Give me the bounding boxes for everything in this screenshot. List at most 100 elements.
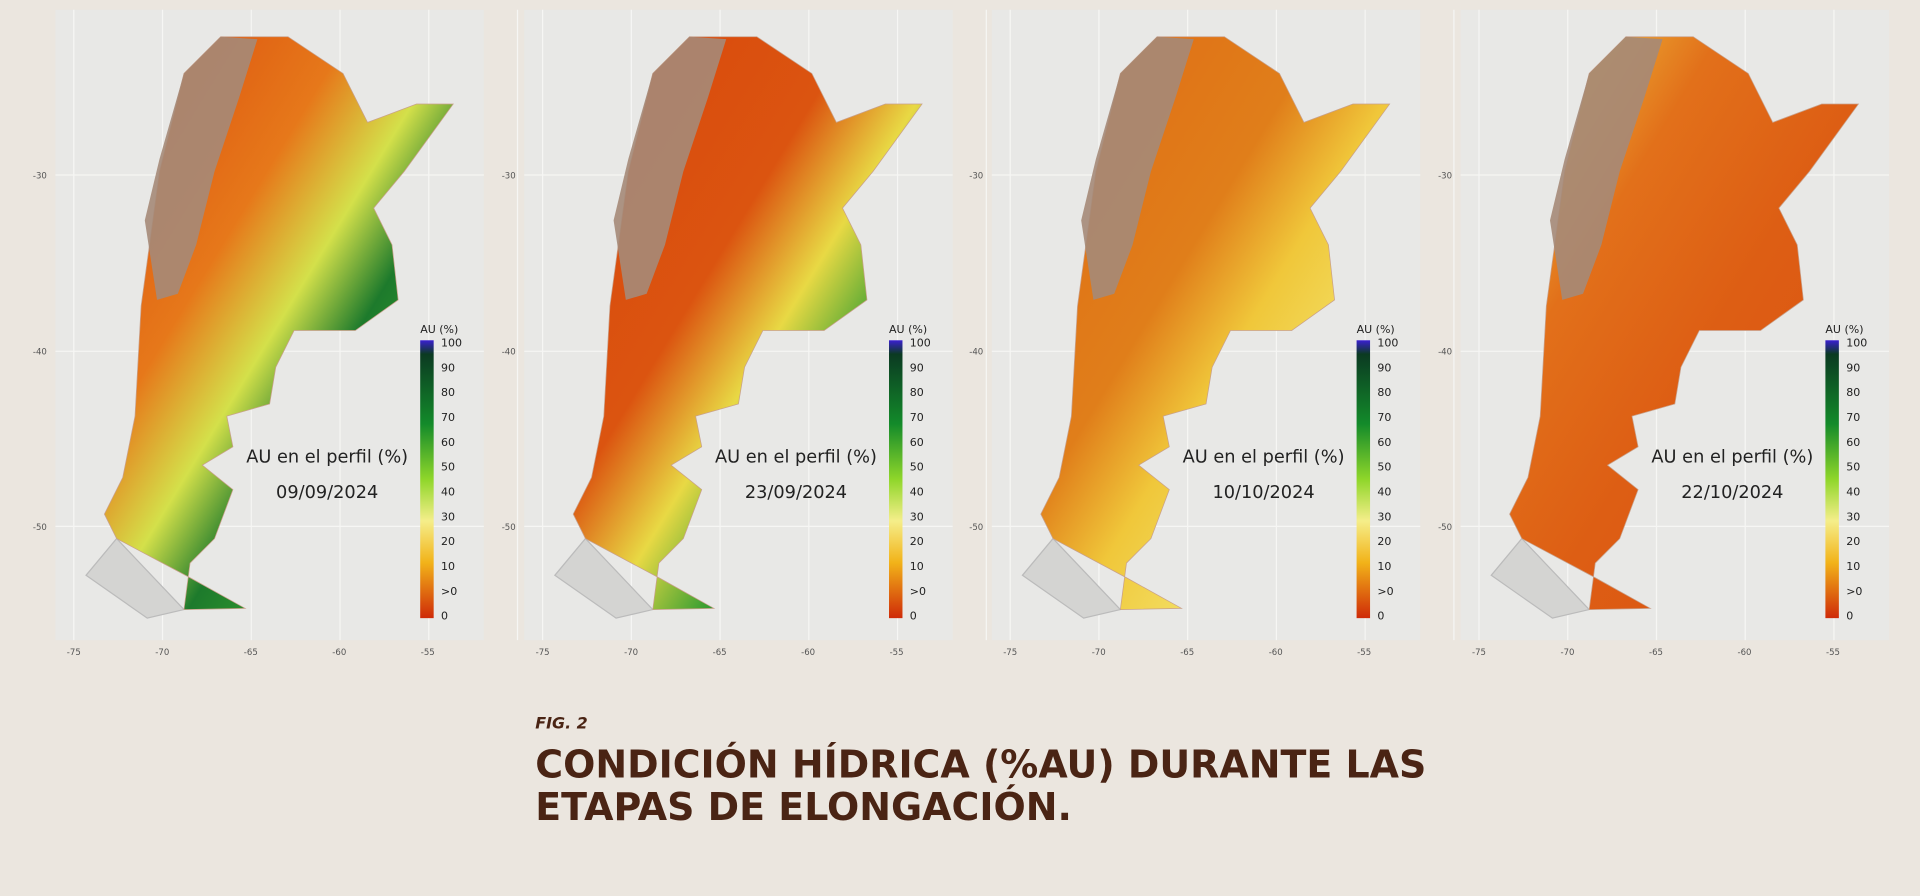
legend-tick-label: 20 [1846,535,1860,548]
legend-tick-label: >0 [1846,585,1862,598]
lat-tick-label: -50 [33,523,47,533]
lat-tick-label: -40 [502,347,516,357]
lon-tick-label: -70 [1092,648,1106,658]
andes [1549,36,1663,300]
chile-outline [1021,537,1122,619]
legend-tick-label: 20 [910,535,924,548]
map-date: 09/09/2024 [276,483,378,503]
chile-outline [85,537,186,619]
lon-tick-label: -55 [1357,648,1371,658]
legend-tick-label: 80 [1846,386,1860,399]
map-date: 23/09/2024 [745,483,847,503]
legend-tick-label: 50 [441,461,455,474]
legend-tick-label: 0 [441,610,448,623]
lat-tick-label: -50 [1438,523,1452,533]
map-date: 10/10/2024 [1212,483,1314,503]
andes [144,36,258,300]
legend-tick-label: 70 [1377,411,1391,424]
legend-tick-label: 70 [441,411,455,424]
lon-tick-label: -65 [1649,648,1663,658]
legend-tick-label: 80 [1377,386,1391,399]
lat-tick-label: -30 [502,172,516,182]
lon-tick-label: -55 [890,648,904,658]
chile-outline [1490,537,1591,619]
legend-tick-label: 10 [1377,560,1391,573]
legend-tick-label: 0 [910,610,917,623]
lon-tick-label: -75 [1472,648,1486,658]
map-caption: AU en el perfil (%) [1651,448,1813,468]
lon-tick-label: -65 [1180,648,1194,658]
lon-tick-label: -60 [1738,648,1752,658]
legend-tick-label: 60 [441,436,455,449]
legend-tick-label: >0 [441,585,457,598]
lon-tick-label: -55 [421,648,435,658]
legend-tick-label: 10 [441,560,455,573]
lat-tick-label: -30 [33,172,47,182]
legend-tick-label: 70 [1846,411,1860,424]
legend-tick-label: 0 [1377,610,1384,623]
lat-tick-label: -50 [502,523,516,533]
andes [613,36,727,300]
legend-title: AU (%) [889,323,927,336]
color-bar [889,340,903,619]
legend-tick-label: 40 [441,485,455,498]
legend-tick-label: 80 [910,386,924,399]
legend-tick-label: 40 [1846,485,1860,498]
lon-tick-label: -70 [155,648,169,658]
lon-tick-label: -60 [1269,648,1283,658]
figure-title: ETAPAS DE ELONGACIÓN. [535,785,1072,829]
lon-tick-label: -75 [67,648,81,658]
lon-tick-label: -65 [244,648,258,658]
legend-title: AU (%) [1357,323,1395,336]
color-bar [1356,340,1371,619]
legend-tick-label: 50 [1846,461,1860,474]
legend-tick-label: 90 [441,361,455,374]
map-date: 22/10/2024 [1681,483,1783,503]
lon-tick-label: -70 [624,648,638,658]
legend-tick-label: 100 [1377,336,1398,349]
lat-tick-label: -30 [1438,172,1452,182]
legend-tick-label: 30 [1377,510,1391,523]
lon-tick-label: -75 [1003,648,1017,658]
legend-tick-label: 40 [1377,485,1391,498]
legend-tick-label: 20 [1377,535,1391,548]
figure-label: FIG. 2 [535,713,588,732]
figure-title: CONDICIÓN HÍDRICA (%AU) DURANTE LAS [535,742,1426,786]
lat-tick-label: -40 [33,347,47,357]
legend-tick-label: 50 [910,461,924,474]
lon-tick-label: -65 [713,648,727,658]
lon-tick-label: -60 [332,648,346,658]
legend-tick-label: 100 [441,336,462,349]
chile-outline [553,537,654,619]
andes [1081,36,1194,300]
lat-tick-label: -40 [1438,347,1452,357]
lon-tick-label: -75 [536,648,550,658]
legend-tick-label: 30 [441,510,455,523]
map-caption: AU en el perfil (%) [246,448,408,468]
legend-tick-label: 0 [1846,610,1853,623]
legend-tick-label: 30 [1846,510,1860,523]
lat-tick-label: -30 [969,172,983,182]
legend-tick-label: 60 [1377,436,1391,449]
legend-title: AU (%) [1825,323,1863,336]
legend-title: AU (%) [420,323,458,336]
legend-tick-label: 100 [1846,336,1867,349]
legend-tick-label: 40 [910,485,924,498]
map-caption: AU en el perfil (%) [715,448,877,468]
legend-tick-label: 50 [1377,461,1391,474]
legend-tick-label: 20 [441,535,455,548]
legend-tick-label: >0 [910,585,926,598]
legend-tick-label: 70 [910,411,924,424]
lat-tick-label: -40 [969,347,983,357]
legend-tick-label: 30 [910,510,924,523]
legend-tick-label: 10 [910,560,924,573]
legend-tick-label: 100 [910,336,931,349]
legend-tick-label: 90 [1377,361,1391,374]
lon-tick-label: -55 [1826,648,1840,658]
